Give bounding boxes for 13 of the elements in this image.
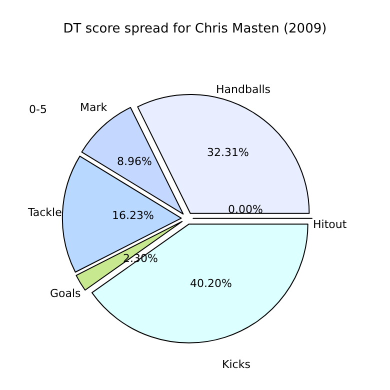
category-label: Hitout bbox=[313, 218, 347, 231]
data-label: 16.23% bbox=[112, 209, 154, 222]
data-label: 40.20% bbox=[190, 277, 232, 290]
text: 0.00% bbox=[228, 203, 263, 216]
slice-label: Kicks bbox=[222, 358, 251, 371]
data-label: 8.96% bbox=[117, 155, 152, 168]
slice-label: Mark bbox=[80, 101, 108, 114]
slice-label: Goals bbox=[50, 287, 82, 300]
text: 0-5 bbox=[29, 103, 47, 116]
chart-title: DT score spread for Chris Masten (2009) bbox=[63, 22, 327, 36]
slice-label: Handballs bbox=[216, 83, 271, 96]
slice-label: Tackle bbox=[27, 206, 62, 219]
data-label: 32.31% bbox=[207, 146, 249, 159]
